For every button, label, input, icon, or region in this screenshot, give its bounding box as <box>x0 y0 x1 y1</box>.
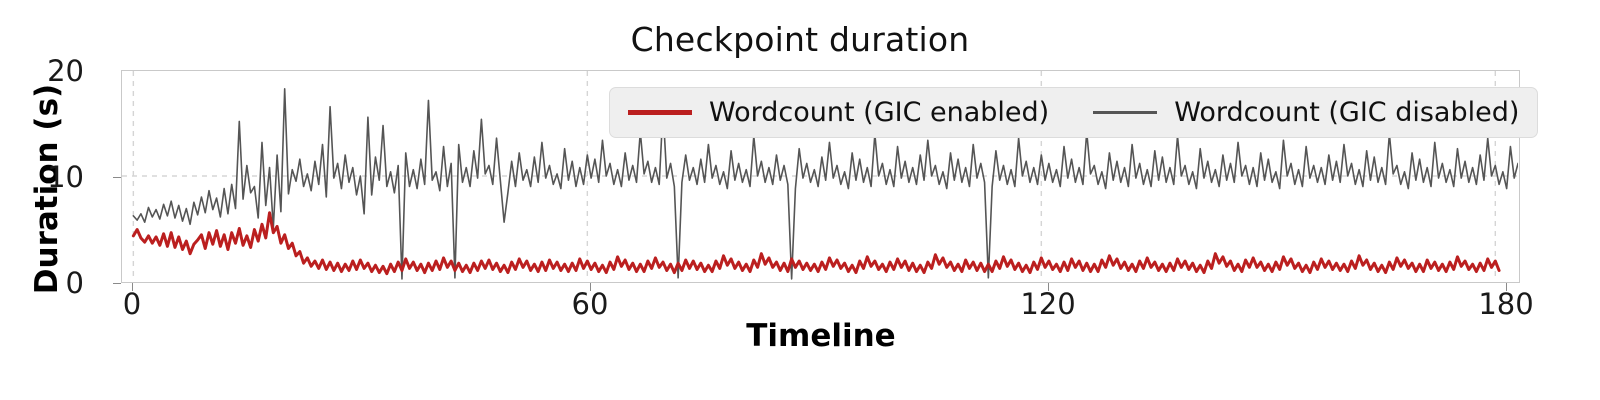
legend-entry-gic-enabled: Wordcount (GIC enabled) <box>628 99 1049 126</box>
x-axis-title: Timeline <box>746 318 896 354</box>
x-tick-mark-60 <box>590 283 591 291</box>
x-tick-label-60: 60 <box>571 287 609 321</box>
x-tick-label-180: 180 <box>1478 287 1534 321</box>
series-line-wordcount-gic-enabled <box>131 211 1501 276</box>
x-tick-mark-120 <box>1048 283 1049 291</box>
y-tick-mark-0 <box>113 283 121 284</box>
chart-title: Checkpoint duration <box>630 20 970 59</box>
legend-label-gic-enabled: Wordcount (GIC enabled) <box>709 97 1050 128</box>
legend-swatch-gic-enabled <box>628 110 692 115</box>
series-line-wordcount-gic-disabled <box>132 88 1518 280</box>
legend-swatch-gic-disabled <box>1093 111 1158 114</box>
legend-label-gic-disabled: Wordcount (GIC disabled) <box>1174 97 1520 128</box>
y-tick-mark-10 <box>113 176 121 178</box>
x-tick-label-0: 0 <box>122 287 142 321</box>
y-tick-label-20: 20 <box>47 54 84 88</box>
chart-legend: Wordcount (GIC enabled) Wordcount (GIC d… <box>609 87 1539 138</box>
series-layer <box>131 88 1518 280</box>
x-tick-label-120: 120 <box>1020 287 1076 321</box>
legend-entry-gic-disabled: Wordcount (GIC disabled) <box>1093 99 1519 126</box>
x-tick-mark-180 <box>1506 283 1507 291</box>
y-tick-label-0: 0 <box>65 266 84 300</box>
y-tick-label-10: 10 <box>47 160 84 194</box>
plot-svg <box>122 71 1518 281</box>
x-tick-mark-0 <box>132 283 133 291</box>
